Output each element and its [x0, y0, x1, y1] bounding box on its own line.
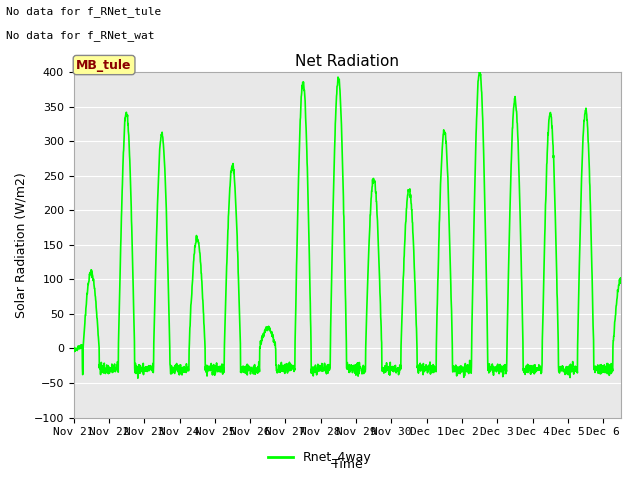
Legend: Rnet_4way: Rnet_4way: [263, 446, 377, 469]
Text: MB_tule: MB_tule: [76, 59, 132, 72]
Text: No data for f_RNet_wat: No data for f_RNet_wat: [6, 30, 155, 41]
Text: No data for f_RNet_tule: No data for f_RNet_tule: [6, 6, 162, 17]
Title: Net Radiation: Net Radiation: [295, 54, 399, 70]
Y-axis label: Solar Radiation (W/m2): Solar Radiation (W/m2): [15, 172, 28, 318]
X-axis label: Time: Time: [332, 458, 363, 471]
